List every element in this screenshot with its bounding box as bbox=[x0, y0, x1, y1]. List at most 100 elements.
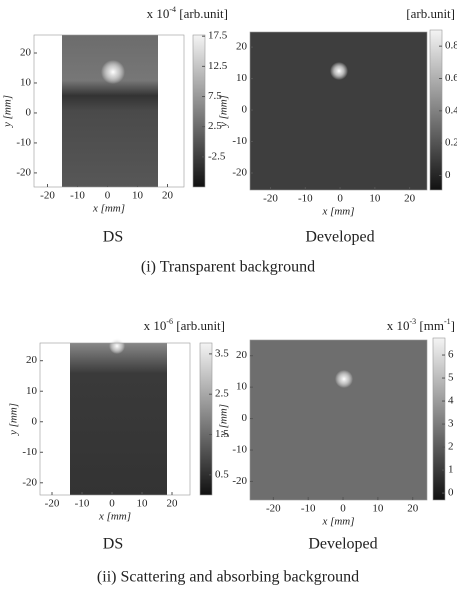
colorbar-label: x 10-4 [arb.unit] bbox=[147, 5, 228, 21]
colorbar-tick-label: 0.4 bbox=[445, 104, 457, 116]
colorbar-label: [arb.unit] bbox=[406, 6, 455, 21]
colorbar-label-part: [arb.unit] bbox=[406, 6, 455, 21]
y-tick-label: 10 bbox=[236, 72, 248, 84]
colorbar-tick-label: 4 bbox=[448, 395, 454, 407]
panel-caption: Developed bbox=[308, 536, 377, 553]
colorbar-tick-label: 6 bbox=[448, 349, 454, 361]
x-tick-label: -20 bbox=[40, 190, 55, 202]
panel-caption: DS bbox=[103, 536, 123, 553]
x-tick-label: 0 bbox=[109, 498, 115, 510]
colorbar-tick-label: 0.6 bbox=[445, 72, 457, 84]
y-tick-label: 10 bbox=[20, 76, 32, 88]
colorbar-tick-label: 0 bbox=[448, 487, 454, 499]
axes-frame bbox=[249, 339, 428, 501]
x-axis-label: x [mm] bbox=[98, 511, 131, 523]
x-tick-label: -20 bbox=[266, 503, 281, 515]
colorbar-label-part: ] bbox=[451, 318, 455, 333]
panel-caption: Developed bbox=[305, 229, 374, 246]
x-tick-label: 10 bbox=[369, 193, 381, 205]
group-caption: (i) Transparent background bbox=[141, 259, 315, 276]
y-tick-label: -20 bbox=[232, 167, 247, 179]
x-axis-label: x [mm] bbox=[321, 516, 354, 528]
colorbar-label-part: x 10 bbox=[387, 318, 410, 333]
x-tick-label: 10 bbox=[372, 503, 384, 515]
x-tick-label: 20 bbox=[167, 498, 179, 510]
colorbar-tick-label: -2.5 bbox=[208, 150, 226, 162]
colorbar-tick-label: 0.8 bbox=[445, 40, 457, 52]
colorbar-label-part: -6 bbox=[166, 317, 173, 326]
colorbar-tick-label: 2.5 bbox=[215, 388, 229, 400]
colorbar-tick-label: 3.5 bbox=[215, 347, 229, 359]
image-highlight bbox=[101, 60, 125, 84]
y-tick-label: 20 bbox=[20, 47, 32, 59]
x-tick-label: 10 bbox=[132, 190, 144, 202]
y-tick-label: 0 bbox=[242, 104, 248, 116]
image bbox=[70, 343, 167, 495]
x-tick-label: -10 bbox=[298, 193, 313, 205]
y-axis-label: y [mm] bbox=[8, 403, 20, 436]
colorbar bbox=[192, 34, 206, 188]
y-tick-label: 10 bbox=[236, 381, 248, 393]
y-tick-label: 0 bbox=[32, 415, 38, 427]
y-tick-label: 0 bbox=[26, 106, 32, 118]
colorbar-tick-label: 0.5 bbox=[215, 468, 229, 480]
y-tick-label: 20 bbox=[236, 41, 248, 53]
y-tick-label: -20 bbox=[16, 166, 31, 178]
y-tick-label: 0 bbox=[242, 412, 248, 424]
x-tick-label: -20 bbox=[45, 498, 60, 510]
y-tick-label: -10 bbox=[16, 136, 31, 148]
x-tick-label: 20 bbox=[407, 503, 419, 515]
colorbar-tick-label: 5 bbox=[448, 372, 454, 384]
colorbar-tick-label: 12.5 bbox=[208, 60, 228, 72]
y-tick-label: -20 bbox=[22, 476, 37, 488]
x-tick-label: -20 bbox=[263, 193, 278, 205]
colorbar-tick-label: 17.5 bbox=[208, 30, 228, 42]
colorbar-label-part: x 10 bbox=[147, 6, 170, 21]
axes-frame bbox=[33, 34, 185, 188]
image bbox=[250, 340, 427, 500]
image bbox=[62, 35, 158, 187]
x-tick-label: 10 bbox=[137, 498, 149, 510]
y-tick-label: 10 bbox=[26, 385, 38, 397]
colorbar bbox=[199, 342, 213, 496]
y-tick-label: 20 bbox=[236, 349, 248, 361]
colorbar-label-part: -3 bbox=[410, 317, 417, 326]
y-tick-label: -10 bbox=[22, 446, 37, 458]
x-tick-label: 0 bbox=[340, 503, 346, 515]
colorbar-tick-label: 7.5 bbox=[208, 90, 222, 102]
colorbar-tick-label: 1 bbox=[448, 464, 454, 476]
colorbar-label-part: x 10 bbox=[144, 318, 167, 333]
colorbar-label-part: [arb.unit] bbox=[176, 6, 228, 21]
colorbar-label-part: [mm bbox=[416, 318, 444, 333]
colorbar-label-part: [arb.unit] bbox=[173, 318, 225, 333]
colorbar bbox=[429, 29, 443, 191]
y-tick-label: -20 bbox=[232, 475, 247, 487]
image-highlight bbox=[330, 62, 348, 80]
y-axis-label: y [mm] bbox=[2, 95, 14, 128]
y-tick-label: -10 bbox=[232, 444, 247, 456]
colorbar bbox=[432, 337, 446, 501]
y-axis-label: y [mm] bbox=[218, 95, 230, 128]
x-tick-label: -10 bbox=[70, 190, 85, 202]
colorbar-label-part: -1 bbox=[444, 317, 451, 326]
y-tick-label: -10 bbox=[232, 135, 247, 147]
panel-caption: DS bbox=[103, 229, 123, 246]
colorbar-label-part: -4 bbox=[169, 5, 176, 14]
axes-frame bbox=[39, 342, 191, 496]
colorbar-label: x 10-3 [mm-1] bbox=[387, 317, 455, 333]
colorbar-tick-label: 0 bbox=[445, 169, 451, 181]
y-tick-label: 20 bbox=[26, 354, 38, 366]
x-tick-label: -10 bbox=[301, 503, 316, 515]
x-axis-label: x [mm] bbox=[92, 203, 125, 215]
x-axis-label: x [mm] bbox=[321, 206, 354, 218]
axes-frame bbox=[249, 31, 428, 191]
group-caption: (ii) Scattering and absorbing background bbox=[97, 569, 359, 586]
image-highlight bbox=[109, 338, 125, 354]
colorbar-tick-label: 2.5 bbox=[208, 120, 222, 132]
x-tick-label: 0 bbox=[337, 193, 343, 205]
colorbar-tick-label: 2 bbox=[448, 441, 454, 453]
colorbar-tick-label: 3 bbox=[448, 418, 454, 430]
image bbox=[250, 32, 427, 190]
